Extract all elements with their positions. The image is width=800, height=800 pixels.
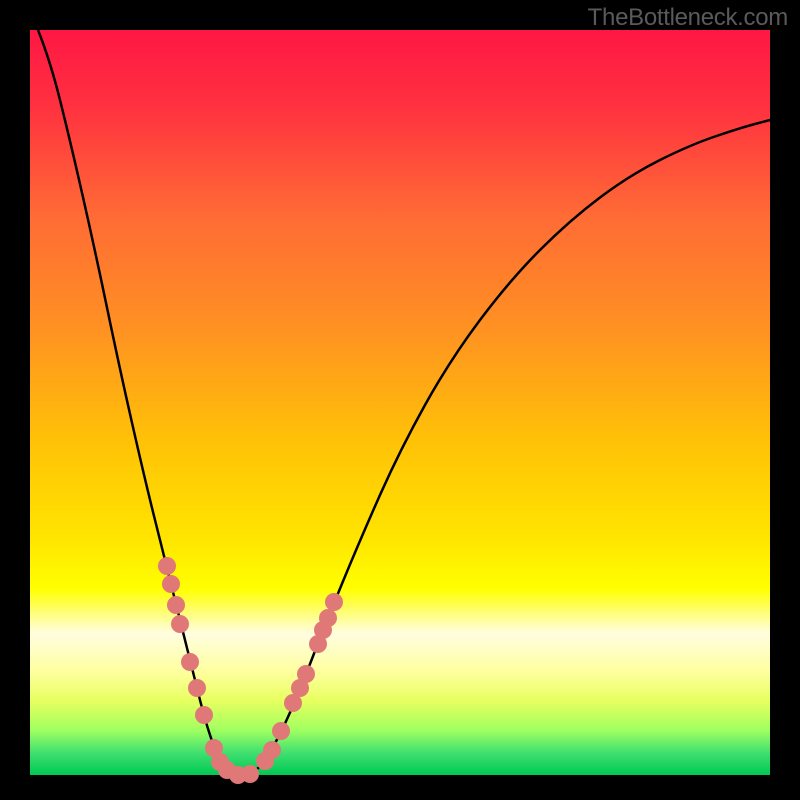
data-marker — [325, 593, 343, 611]
data-marker — [158, 557, 176, 575]
data-marker — [181, 653, 199, 671]
data-marker — [241, 765, 259, 783]
data-marker — [297, 665, 315, 683]
bottleneck-chart — [0, 0, 800, 800]
chart-container: TheBottleneck.com — [0, 0, 800, 800]
data-marker — [263, 741, 281, 759]
data-marker — [171, 615, 189, 633]
watermark-text: TheBottleneck.com — [588, 4, 788, 32]
data-marker — [167, 596, 185, 614]
gradient-plot-area — [30, 30, 770, 775]
data-marker — [272, 722, 290, 740]
data-marker — [319, 609, 337, 627]
data-marker — [162, 575, 180, 593]
data-marker — [188, 679, 206, 697]
data-marker — [195, 706, 213, 724]
